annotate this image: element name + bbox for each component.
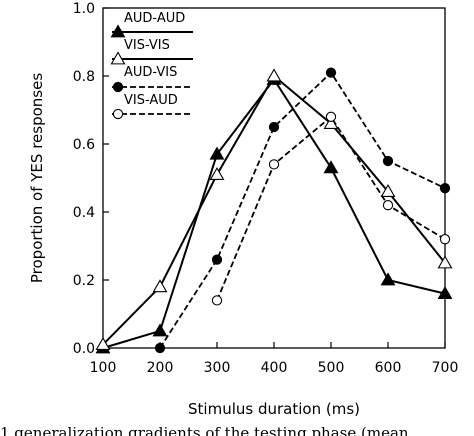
x-tick-label: 400 [261,360,288,376]
data-point [152,323,168,337]
caption-fragment: 1 generalization gradients of the testin… [0,424,409,436]
data-point [209,146,225,160]
data-point [439,183,451,194]
y-axis-title: Proportion of YES responses [28,73,46,283]
data-point [382,155,394,167]
legend-marker [110,24,126,38]
data-point [154,342,166,354]
legend-item: AUD-VIS [112,65,193,93]
legend: AUD-AUD VIS-VIS AUD-VIS VIS-AUD [110,11,193,120]
data-point [437,255,453,269]
legend-label: AUD-AUD [124,11,185,26]
legend-marker [112,108,124,120]
data-point [209,166,225,181]
data-point [95,336,111,351]
data-point [266,68,282,82]
x-axis-title: Stimulus duration (ms) [188,400,360,418]
data-point [382,200,394,211]
legend-label: AUD-VIS [124,65,177,80]
series-aud-vis [154,67,451,354]
data-point [152,279,168,293]
data-point [439,234,451,245]
legend-item: VIS-VIS [110,38,193,65]
legend-marker [112,81,124,93]
y-tick-label: 0.2 [73,273,95,289]
data-point [323,160,339,174]
y-tick-label: 0.0 [73,341,95,357]
legend-label: VIS-AUD [124,93,178,108]
x-tick-label: 100 [90,360,117,376]
legend-marker [110,51,126,65]
data-point [211,254,223,265]
legend-item: VIS-AUD [112,93,193,120]
series-layer [95,67,453,354]
x-tick-label: 500 [318,360,345,376]
series-vis-vis [95,68,453,351]
x-axis: 100 200 300 400 500 600 700 [90,342,459,376]
y-tick-label: 1.0 [73,1,95,17]
x-tick-label: 200 [147,360,174,376]
y-tick-label: 0.8 [73,69,95,85]
y-tick-label: 0.6 [73,137,95,153]
data-point [325,67,337,78]
data-point [325,111,337,122]
data-point [268,159,280,170]
y-axis: 0.0 0.2 0.4 0.6 0.8 1.0 [73,1,109,357]
data-point [380,272,396,286]
x-tick-label: 300 [204,360,231,376]
x-tick-label: 700 [432,360,459,376]
series-vis-aud [211,111,451,306]
data-point [211,295,223,306]
legend-label: VIS-VIS [124,38,170,53]
y-tick-label: 0.4 [73,205,95,221]
data-point [437,285,453,300]
legend-item: AUD-AUD [110,11,193,38]
x-tick-label: 600 [375,360,402,376]
data-point [380,183,396,198]
data-point [268,121,280,133]
series-line [159,71,446,349]
